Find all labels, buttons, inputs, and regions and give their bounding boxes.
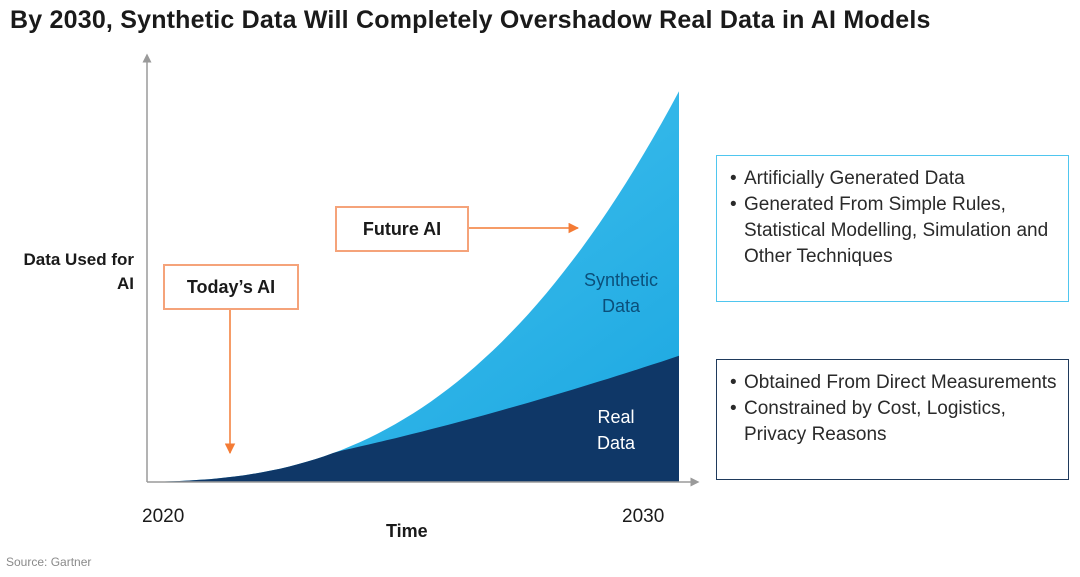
synthetic-label-line-1: Synthetic [583,270,659,290]
real-label-line-2: Data [596,433,636,453]
chart-title: By 2030, Synthetic Data Will Completely … [10,6,931,34]
y-axis-label: Data Used for AI [23,250,134,293]
synthetic-data-description: Artificially Generated Data Generated Fr… [716,155,1069,302]
synthetic-data-area [147,91,679,483]
real-data-area [147,355,679,482]
source-note: Source: Gartner [6,555,92,569]
real-data-label: Real Data [561,404,671,456]
x-tick-2020: 2020 [142,506,185,527]
synthetic-bullet-1: Artificially Generated Data [729,166,1058,192]
future-ai-callout: Future AI [335,206,469,252]
synthetic-data-label: Synthetic Data [566,267,676,319]
real-data-description: Obtained From Direct Measurements Constr… [716,359,1069,480]
real-label-line-1: Real [597,407,635,427]
x-axis-label: Time [386,521,428,541]
synthetic-label-line-2: Data [601,296,641,316]
today-ai-callout: Today’s AI [163,264,299,310]
real-bullet-1: Obtained From Direct Measurements [729,370,1058,396]
x-tick-2030: 2030 [622,506,665,527]
real-bullet-2: Constrained by Cost, Logistics, Privacy … [729,396,1058,448]
synthetic-bullet-2: Generated From Simple Rules, Statistical… [729,192,1058,270]
